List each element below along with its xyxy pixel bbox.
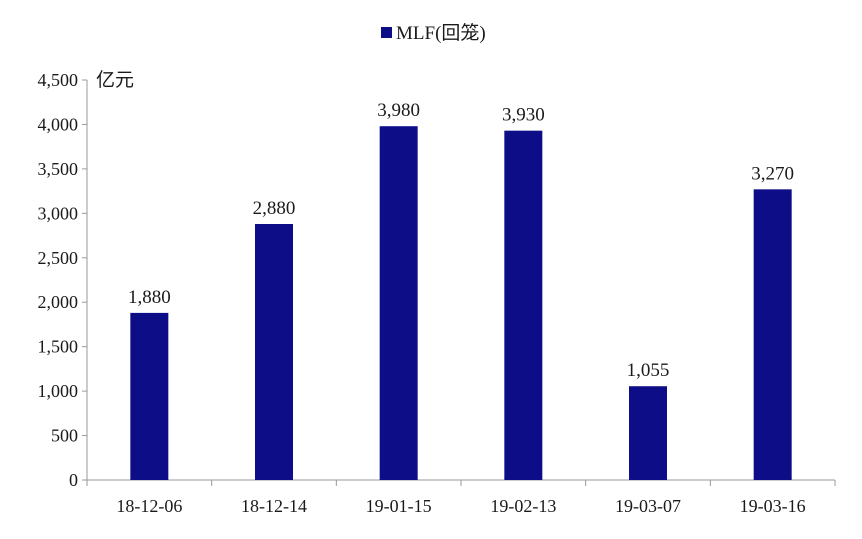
bar [504, 130, 543, 480]
y-tick-label: 3,000 [38, 203, 79, 223]
y-tick-label: 3,500 [38, 159, 79, 179]
bar [130, 312, 169, 480]
data-label: 1,880 [128, 287, 171, 308]
y-tick-label: 1,000 [38, 381, 79, 401]
y-tick-label: 500 [51, 426, 78, 446]
x-tick-label: 19-03-16 [740, 496, 806, 516]
legend-swatch [381, 27, 392, 38]
legend-label: MLF(回笼) [396, 22, 486, 44]
y-axis: 0 500 1,000 1,500 2,000 2,500 3,000 3,500 4,000 4… [38, 70, 88, 490]
x-tick-label: 19-01-15 [366, 496, 432, 516]
data-label: 2,880 [253, 198, 296, 219]
y-tick-label: 4,500 [38, 70, 79, 90]
data-labels: 1,880 2,880 3,980 3,930 1,055 3,270 [128, 100, 794, 381]
bar [629, 386, 667, 480]
y-axis-unit-label: 亿元 [96, 69, 134, 91]
y-tick-label: 2,000 [38, 292, 79, 312]
bars [130, 126, 792, 481]
data-label: 1,055 [627, 360, 670, 381]
x-tick-label: 19-03-07 [615, 496, 681, 516]
bar [379, 126, 418, 480]
y-tick-label: 1,500 [38, 337, 79, 357]
y-tick-label: 2,500 [38, 248, 79, 268]
y-tick-label: 0 [69, 470, 78, 490]
data-label: 3,930 [502, 105, 545, 126]
legend: MLF(回笼) [381, 22, 486, 44]
x-tick-label: 19-02-13 [490, 496, 556, 516]
x-tick-label: 18-12-14 [241, 496, 307, 516]
data-label: 3,270 [751, 163, 794, 184]
x-axis: 18-12-06 18-12-14 19-01-15 19-02-13 19-03-07… [86, 479, 836, 516]
data-label: 3,980 [377, 100, 420, 121]
bar [753, 189, 792, 481]
x-tick-label: 18-12-06 [116, 496, 182, 516]
y-tick-label: 4,000 [38, 114, 79, 134]
bar [255, 224, 293, 480]
